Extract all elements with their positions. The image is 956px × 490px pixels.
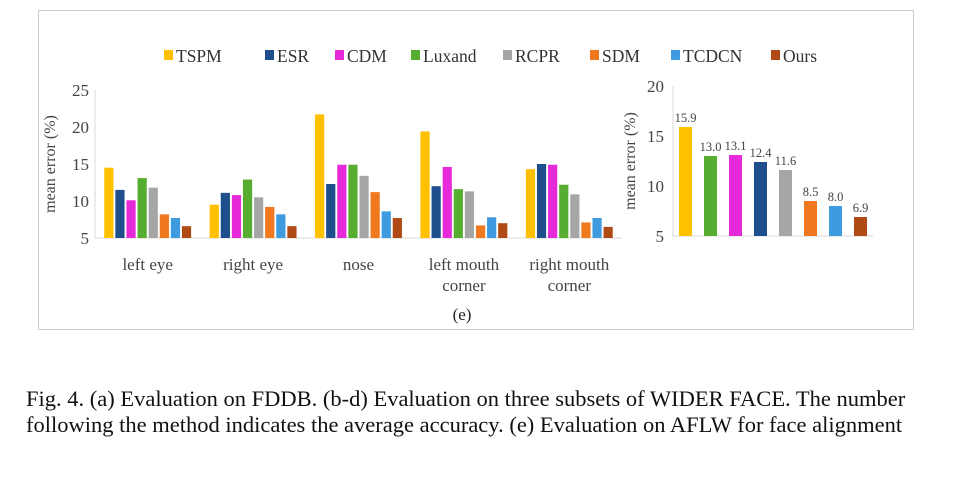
data-label: 15.9 [675,111,697,125]
y-tick-label: 5 [656,227,665,246]
legend-label: TCDCN [683,46,743,66]
bar-sdm [804,201,817,236]
legend-label: CDM [347,46,387,66]
bar-luxand [559,184,569,238]
bar-ours [181,226,192,238]
legend-label: TSPM [176,46,222,66]
bar-cdm [231,195,242,238]
data-label: 8.0 [828,190,844,204]
bar-rcpr [148,187,158,238]
bar-ours [287,226,297,238]
bar-cdm [442,166,452,238]
bar-ours [392,218,402,238]
data-label: 12.4 [750,146,773,160]
x-tick-label: left mouth [429,255,500,274]
bar-esr [754,162,767,236]
legend-label: Luxand [423,46,477,66]
bar-rcpr [359,175,369,238]
bar-luxand [242,179,253,238]
bar-esr [115,189,125,238]
legend-swatch-tspm [164,50,173,60]
legend-label: SDM [602,46,640,66]
legend-label: Ours [783,46,817,66]
y-axis-title: mean error (%) [622,112,639,210]
x-tick-label: right mouth [529,255,609,274]
y-axis-title: mean error (%) [42,115,59,213]
bar-cdm [548,164,558,238]
bar-rcpr [464,191,475,238]
bar-cdm [126,200,136,238]
bar-tcdcn [487,217,497,238]
bar-esr [536,164,547,238]
bar-tspm [420,131,430,238]
bar-sdm [475,225,486,238]
bar-tspm [525,169,536,238]
bar-tspm [315,114,325,238]
bar-tspm [209,204,219,238]
panel-label: (e) [453,305,472,324]
bar-tspm [104,167,114,238]
chart-landmark-error: 5 10 15 20 25 mean error (%) left eye right eye… [42,81,622,295]
legend-swatch-ours [771,50,780,60]
legend-swatch-rcpr [503,50,512,60]
x-tick-label: corner [548,276,592,295]
bar-rcpr [779,170,792,236]
bar-cdm [729,155,742,236]
bar-luxand [348,164,358,238]
bar-esr [326,183,336,238]
y-tick-label: 15 [72,155,89,174]
bar-ours [603,226,613,238]
data-label: 11.6 [775,154,796,168]
y-tick-label: 15 [647,127,664,146]
y-tick-label: 5 [81,229,90,248]
bar-tcdcn [276,214,286,238]
data-label: 8.5 [803,185,819,199]
bar-sdm [159,214,169,238]
legend-swatch-luxand [411,50,420,60]
data-label: 13.0 [700,140,722,154]
chart-average-error: 5 10 15 20 mean error (%) 15.9 13.0 13.1 12.411.… [622,77,873,246]
bar-tspm [679,127,692,236]
bar-rcpr [570,194,580,238]
legend-label: RCPR [515,46,560,66]
y-tick-label: 20 [72,118,89,137]
x-tick-label: nose [343,255,374,274]
bar-esr [431,186,441,238]
x-tick-label: right eye [223,255,283,274]
bar-sdm [370,192,380,238]
bar-luxand [137,178,147,238]
bar-esr [220,192,230,238]
bar-sdm [581,222,591,238]
bar-tcdcn [592,218,602,238]
legend-label: ESR [277,46,309,66]
bar-rcpr [254,197,264,238]
bar-cdm [337,164,347,238]
legend-swatch-esr [265,50,274,60]
y-tick-label: 10 [72,192,89,211]
figure-frame [38,10,914,330]
legend-swatch-sdm [590,50,599,60]
x-tick-label: corner [442,276,486,295]
legend: TSPM ESR CDM Luxand RCPR SDM TCDCN Ours [164,46,817,66]
bar-luxand [704,156,717,236]
bar-tcdcn [829,206,842,236]
y-tick-label: 10 [647,177,664,196]
bar-tcdcn [170,218,181,238]
y-tick-label: 25 [72,81,89,100]
legend-swatch-cdm [335,50,344,60]
bar-ours [854,217,867,236]
x-tick-label: left eye [122,255,173,274]
data-label: 13.1 [725,139,747,153]
bar-luxand [453,189,463,238]
legend-swatch-tcdcn [671,50,680,60]
bar-tcdcn [381,211,391,238]
bar-ours [498,223,508,238]
figure-caption: Fig. 4. (a) Evaluation on FDDB. (b-d) Ev… [26,386,906,437]
y-tick-label: 20 [647,77,664,96]
data-label: 6.9 [853,201,869,215]
bar-sdm [265,206,275,238]
